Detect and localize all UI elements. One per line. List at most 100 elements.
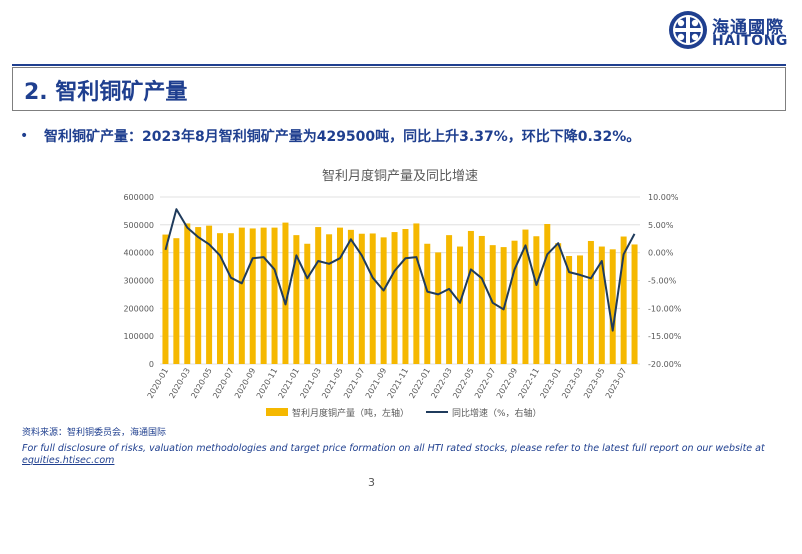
x-axis-tick-label: 2020-01: [146, 367, 171, 400]
x-axis-tick-label: 2022-07: [473, 367, 498, 400]
right-axis-tick-label: -20.00%: [648, 360, 682, 369]
copper-production-chart: 智利月度铜产量及同比增速 0 100000 200000 300000 400000 50…: [123, 168, 682, 419]
left-axis-tick-label: 200000: [123, 304, 154, 313]
production-bar: [435, 252, 442, 364]
header-divider: [12, 64, 786, 66]
production-bar: [337, 227, 343, 364]
production-bar: [522, 229, 529, 364]
production-bar: [173, 238, 180, 364]
production-bar: [577, 255, 583, 364]
right-axis-tick-label: -5.00%: [648, 277, 677, 286]
page-title: 2. 智利铜矿产量: [24, 80, 188, 105]
production-bar: [544, 223, 551, 364]
production-bar: [227, 233, 234, 364]
x-axis-tick-label: 2020-11: [255, 367, 280, 400]
production-bar: [293, 235, 300, 364]
production-bar: [598, 246, 605, 364]
production-bar: [282, 222, 289, 364]
production-bar: [609, 249, 616, 364]
production-bar: [587, 240, 594, 364]
logo-english-name: HAITONG: [712, 33, 788, 49]
title-box: [12, 67, 786, 111]
production-bar: [326, 234, 333, 364]
x-axis-tick-label: 2022-11: [517, 367, 542, 400]
x-axis-tick-label: 2022-01: [407, 367, 432, 400]
production-bar: [195, 227, 202, 364]
production-bar: [260, 227, 267, 364]
production-bar: [467, 230, 474, 364]
left-axis-tick-label: 500000: [123, 221, 154, 230]
x-axis-tick-label: 2021-01: [277, 367, 302, 400]
page-number: 3: [368, 476, 375, 489]
production-bar: [489, 245, 496, 364]
production-bar: [217, 233, 223, 364]
x-axis-tick-label: 2020-09: [233, 367, 258, 400]
production-bar: [315, 227, 322, 364]
production-bar: [566, 256, 573, 364]
production-bar: [457, 246, 463, 364]
production-bar: [511, 240, 518, 364]
left-axis-tick-label: 600000: [123, 193, 154, 202]
left-axis-tick-label: 0: [149, 360, 154, 369]
bar-series: [162, 222, 638, 364]
production-bar: [358, 233, 365, 364]
right-axis-tick-label: -10.00%: [648, 304, 682, 313]
x-axis-tick-label: 2021-07: [342, 367, 367, 400]
right-axis-tick-label: 0.00%: [648, 249, 674, 258]
line-series: [164, 208, 636, 332]
production-bar: [478, 235, 485, 364]
logo-chinese-name: 海通國際: [712, 18, 784, 38]
x-axis-tick-label: 2020-03: [167, 367, 192, 400]
chart-legend: 智利月度铜产量（吨，左轴） 同比增速（%，右轴）: [266, 407, 542, 419]
production-bar: [206, 225, 213, 364]
production-bar: [380, 237, 387, 364]
production-bar: [391, 232, 398, 364]
data-source: 资料来源：智利铜委员会，海通国际: [22, 428, 167, 438]
disclaimer-text: For full disclosure of risks, valuation …: [22, 443, 765, 454]
production-bar: [162, 234, 169, 364]
left-axis-tick-label: 300000: [123, 277, 154, 286]
right-axis-tick-label: 5.00%: [648, 221, 674, 230]
x-axis-tick-label: 2023-07: [604, 367, 629, 400]
summary-bullet: 智利铜矿产量：2023年8月智利铜矿产量为429500吨，同比上升3.37%，环…: [44, 129, 641, 145]
chart-title: 智利月度铜产量及同比增速: [322, 168, 478, 184]
x-axis-tick-label: 2021-05: [320, 367, 345, 400]
x-axis-tick-label: 2022-03: [429, 367, 454, 400]
left-axis-ticks: 0 100000 200000 300000 400000 500000 600000: [123, 193, 154, 369]
right-axis-ticks: -20.00% -15.00% -10.00% -5.00% 0.00% 5.00% 10.…: [648, 193, 682, 369]
production-bar: [249, 228, 256, 364]
right-axis-tick-label: -15.00%: [648, 332, 682, 341]
x-axis-tick-label: 2022-09: [495, 367, 520, 400]
legend-bar-label: 智利月度铜产量（吨，左轴）: [292, 407, 409, 419]
production-bar: [413, 223, 420, 364]
left-axis-tick-label: 100000: [123, 332, 154, 341]
production-bar: [184, 223, 191, 364]
legend-bar-swatch: [266, 408, 288, 416]
x-axis-tick-label: 2021-11: [386, 367, 411, 400]
yoy-growth-line: [164, 208, 636, 332]
production-bar: [533, 236, 540, 364]
x-axis-ticks: 2020-012020-032020-052020-072020-092020-…: [146, 367, 629, 400]
production-bar: [304, 243, 311, 364]
x-axis-tick-label: 2023-05: [582, 367, 607, 400]
x-axis-tick-label: 2023-03: [560, 367, 585, 400]
x-axis-tick-label: 2020-07: [211, 367, 236, 400]
production-bar: [402, 229, 409, 364]
website-link[interactable]: equities.htisec.com: [22, 455, 115, 466]
x-axis-tick-label: 2021-03: [298, 367, 323, 400]
left-axis-tick-label: 400000: [123, 249, 154, 258]
legend-line-label: 同比增速（%，右轴）: [452, 407, 542, 419]
production-bar: [631, 244, 638, 364]
x-axis-tick-label: 2021-09: [364, 367, 389, 400]
production-bar: [620, 236, 627, 364]
production-bar: [446, 235, 453, 364]
right-axis-tick-label: 10.00%: [648, 193, 679, 202]
production-bar: [347, 229, 354, 364]
production-bar: [271, 227, 278, 364]
haitong-logo-icon: [669, 11, 707, 49]
production-bar: [369, 233, 376, 364]
x-axis-tick-label: 2023-01: [538, 367, 563, 400]
production-bar: [555, 243, 562, 364]
production-bar: [424, 243, 431, 364]
bullet-marker: •: [20, 128, 29, 144]
